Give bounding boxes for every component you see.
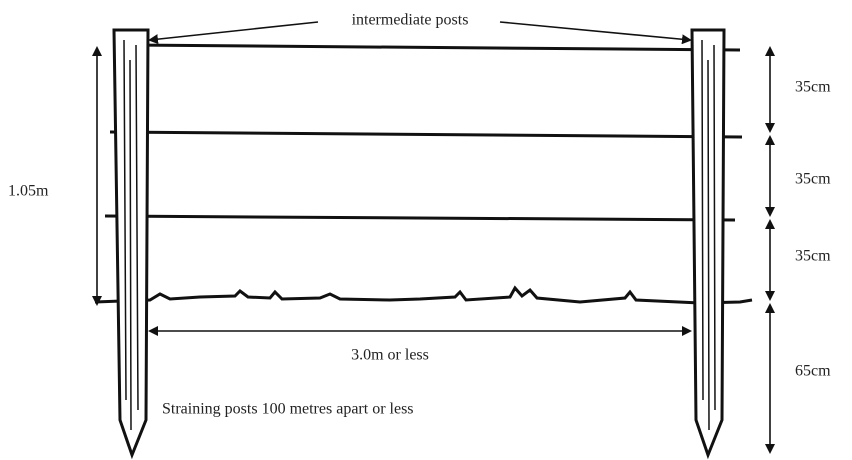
pointer-arrow (148, 21, 319, 45)
wire (129, 43, 741, 52)
spacing-label: 35cm (795, 171, 831, 188)
spacing-label: 35cm (795, 248, 831, 265)
spacing-label: 65cm (795, 363, 831, 380)
wire (109, 130, 743, 139)
ground-line (94, 285, 753, 305)
bottom-label: Straining posts 100 metres apart or less (162, 401, 414, 418)
post-grain (701, 39, 716, 431)
top-label: intermediate posts (352, 12, 469, 29)
height-label: 1.05m (8, 183, 49, 200)
post-grain (123, 39, 139, 431)
pointer-arrow (499, 21, 692, 45)
spacing-label: 35cm (795, 79, 831, 96)
span-label: 3.0m or less (351, 347, 429, 364)
wire (104, 214, 736, 222)
